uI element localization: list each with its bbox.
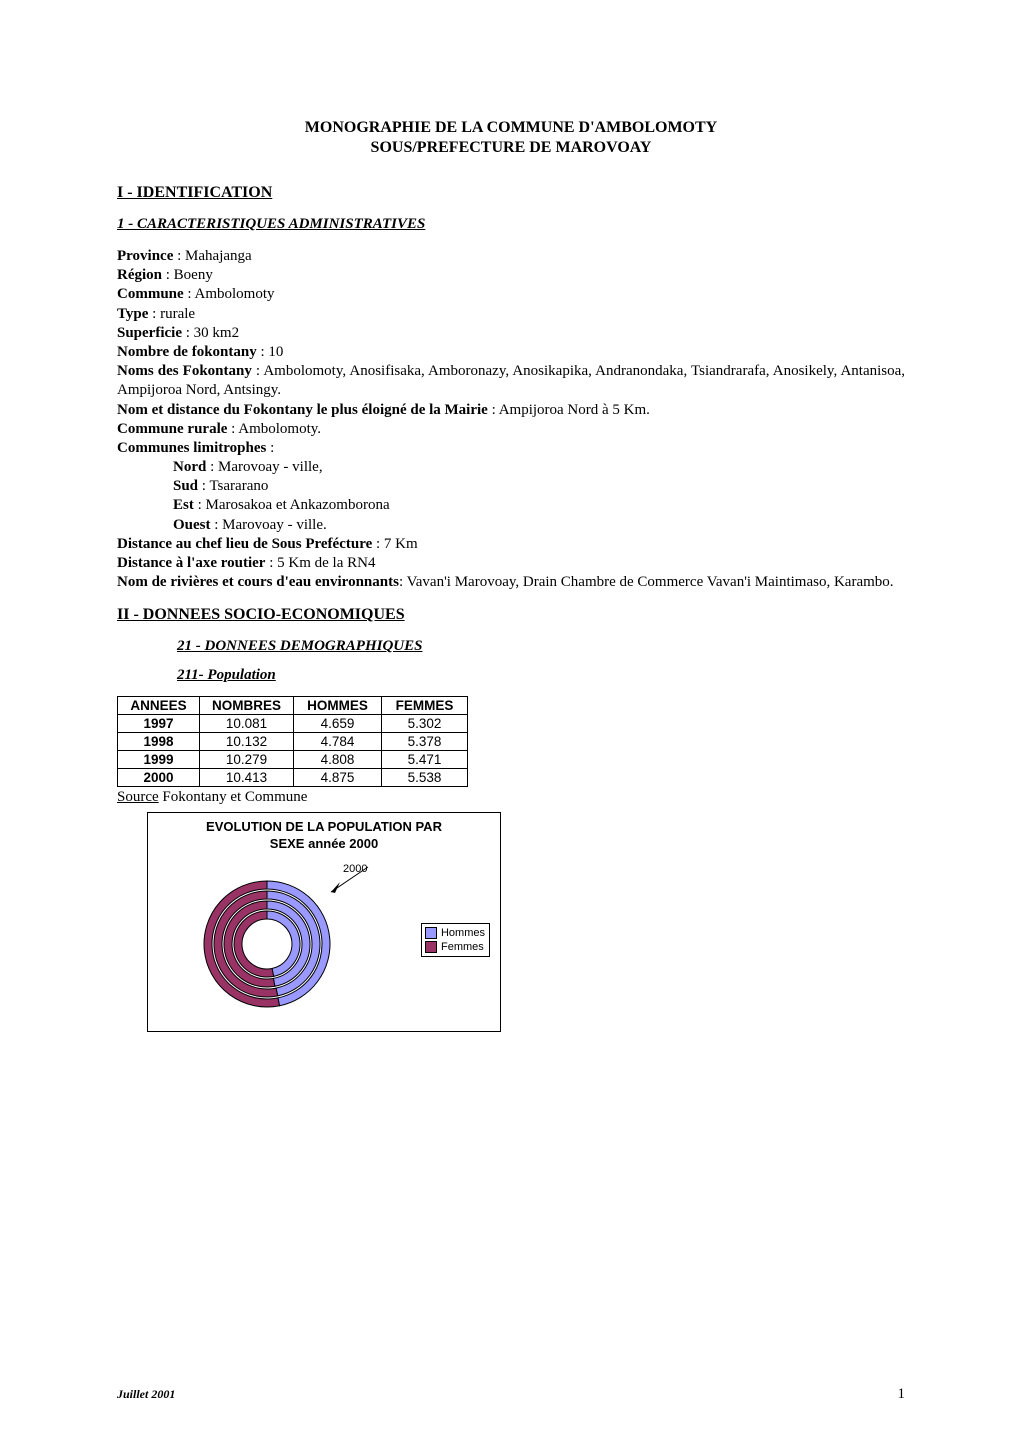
region-label: Région xyxy=(117,267,162,283)
commune-label: Commune xyxy=(117,286,184,302)
donut-chart xyxy=(202,879,332,1009)
leader-arrow-icon xyxy=(328,865,374,895)
chart-title: EVOLUTION DE LA POPULATION PAR SEXE anné… xyxy=(148,813,500,852)
limitrophes-label: Communes limitrophes xyxy=(117,440,266,456)
nb-fokontany-label: Nombre de fokontany xyxy=(117,344,257,360)
table-cell: 1999 xyxy=(118,751,200,769)
population-chart: EVOLUTION DE LA POPULATION PAR SEXE anné… xyxy=(147,812,501,1032)
legend-label-hommes: Hommes xyxy=(441,926,485,940)
table-cell: 10.132 xyxy=(200,733,294,751)
chart-legend: Hommes Femmes xyxy=(421,923,490,957)
table-cell: 10.279 xyxy=(200,751,294,769)
table-row: 199710.0814.6595.302 xyxy=(118,715,468,733)
region-value: Boeny xyxy=(174,267,213,283)
table-cell: 4.659 xyxy=(294,715,382,733)
fokontany-eloigne-label: Nom et distance du Fokontany le plus élo… xyxy=(117,402,488,418)
footer-date: Juillet 2001 xyxy=(117,1387,175,1402)
table-cell: 4.784 xyxy=(294,733,382,751)
page: MONOGRAPHIE DE LA COMMUNE D'AMBOLOMOTY S… xyxy=(0,0,1020,1443)
page-footer: Juillet 2001 1 xyxy=(117,1386,905,1403)
table-cell: 4.808 xyxy=(294,751,382,769)
table-cell: 5.302 xyxy=(382,715,468,733)
source-label: Source xyxy=(117,789,159,805)
section-1-heading: I - IDENTIFICATION xyxy=(117,184,905,202)
rivieres-label: Nom de rivières et cours d'eau environna… xyxy=(117,574,399,590)
table-source: Source Fokontany et Commune xyxy=(117,789,905,806)
section-21-heading: 21 - DONNEES DEMOGRAPHIQUES xyxy=(117,638,905,655)
doc-title-line1: MONOGRAPHIE DE LA COMMUNE D'AMBOLOMOTY xyxy=(117,118,905,138)
section-211-heading: 211- Population xyxy=(117,667,905,684)
commune-rurale-value: Ambolomoty. xyxy=(238,421,321,437)
population-table: ANNEES NOMBRES HOMMES FEMMES 199710.0814… xyxy=(117,696,468,787)
province-label: Province xyxy=(117,248,173,264)
legend-item-hommes: Hommes xyxy=(425,926,485,940)
table-cell: 5.378 xyxy=(382,733,468,751)
est-value: Marosakoa et Ankazomborona xyxy=(206,497,390,513)
table-cell: 5.471 xyxy=(382,751,468,769)
ouest-label: Ouest xyxy=(173,517,211,533)
legend-swatch-femmes xyxy=(425,941,437,953)
doc-title-block: MONOGRAPHIE DE LA COMMUNE D'AMBOLOMOTY S… xyxy=(117,118,905,158)
nb-fokontany-value: 10 xyxy=(268,344,283,360)
table-header-row: ANNEES NOMBRES HOMMES FEMMES xyxy=(118,697,468,715)
section-2-heading: II - DONNEES SOCIO-ECONOMIQUES xyxy=(117,606,905,624)
noms-fokontany-label: Noms des Fokontany xyxy=(117,363,252,379)
population-table-body: 199710.0814.6595.302199810.1324.7845.378… xyxy=(118,715,468,787)
ouest-value: Marovoay - ville. xyxy=(222,517,327,533)
superficie-value: 30 km2 xyxy=(194,325,239,341)
table-row: 199810.1324.7845.378 xyxy=(118,733,468,751)
table-row: 199910.2794.8085.471 xyxy=(118,751,468,769)
est-label: Est xyxy=(173,497,194,513)
table-cell: 10.081 xyxy=(200,715,294,733)
legend-item-femmes: Femmes xyxy=(425,940,485,954)
dist-axe-label: Distance à l'axe routier xyxy=(117,555,265,571)
footer-page-number: 1 xyxy=(898,1386,906,1403)
table-cell: 1998 xyxy=(118,733,200,751)
chart-title-line1: EVOLUTION DE LA POPULATION PAR xyxy=(206,819,442,834)
table-cell: 10.413 xyxy=(200,769,294,787)
table-cell: 4.875 xyxy=(294,769,382,787)
col-nombres: NOMBRES xyxy=(200,697,294,715)
identification-body: Province : Mahajanga Région : Boeny Comm… xyxy=(117,247,905,592)
donut-svg xyxy=(202,879,332,1009)
commune-rurale-label: Commune rurale xyxy=(117,421,227,437)
chart-area: 2000 Hommes Femmes xyxy=(148,865,500,1031)
nord-label: Nord xyxy=(173,459,206,475)
col-femmes: FEMMES xyxy=(382,697,468,715)
table-cell: 5.538 xyxy=(382,769,468,787)
rivieres-value: Vavan'i Marovoay, Drain Chambre de Comme… xyxy=(407,574,894,590)
col-hommes: HOMMES xyxy=(294,697,382,715)
doc-title-line2: SOUS/PREFECTURE DE MAROVOAY xyxy=(117,138,905,158)
fokontany-eloigne-value: Ampijoroa Nord à 5 Km. xyxy=(499,402,650,418)
type-label: Type xyxy=(117,306,148,322)
table-row: 200010.4134.8755.538 xyxy=(118,769,468,787)
section-1-1-heading: 1 - CARACTERISTIQUES ADMINISTRATIVES xyxy=(117,216,905,233)
legend-swatch-hommes xyxy=(425,927,437,939)
nord-value: Marovoay - ville, xyxy=(218,459,323,475)
col-annees: ANNEES xyxy=(118,697,200,715)
commune-value: Ambolomoty xyxy=(195,286,275,302)
source-text: Fokontany et Commune xyxy=(162,789,307,805)
dist-chef-lieu-label: Distance au chef lieu de Sous Prefécture xyxy=(117,536,372,552)
province-value: Mahajanga xyxy=(185,248,252,264)
legend-label-femmes: Femmes xyxy=(441,940,484,954)
chart-title-line2: SEXE année 2000 xyxy=(270,836,378,851)
superficie-label: Superficie xyxy=(117,325,182,341)
dist-chef-lieu-value: 7 Km xyxy=(384,536,418,552)
sud-value: Tsararano xyxy=(209,478,268,494)
type-value: rurale xyxy=(160,306,195,322)
table-cell: 2000 xyxy=(118,769,200,787)
table-cell: 1997 xyxy=(118,715,200,733)
sud-label: Sud xyxy=(173,478,198,494)
dist-axe-value: 5 Km de la RN4 xyxy=(277,555,375,571)
